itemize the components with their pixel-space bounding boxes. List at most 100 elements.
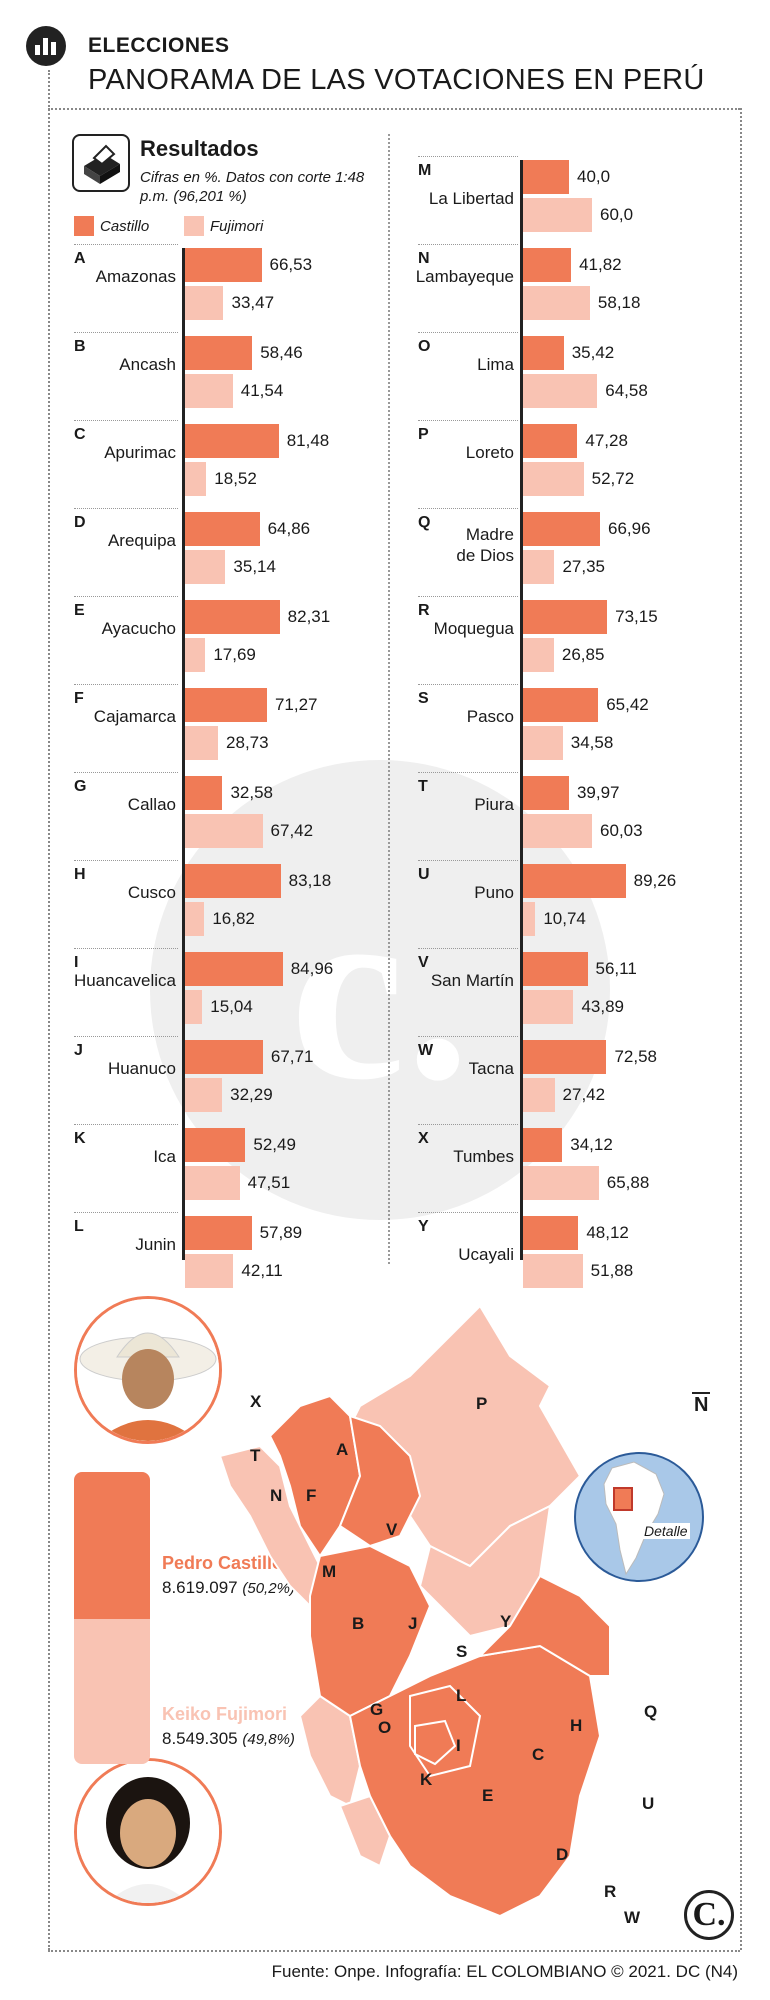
region-name: Ica <box>153 1147 176 1166</box>
region-letter: P <box>418 426 429 443</box>
fujimori-name: Keiko Fujimori <box>162 1704 288 1724</box>
region-letter: U <box>418 866 430 883</box>
data-label-castillo: 57,89 <box>259 1223 303 1242</box>
data-label-castillo: 84,96 <box>290 959 334 978</box>
region-letter: O <box>418 338 431 355</box>
legend-label-castillo: Castillo <box>100 217 150 235</box>
bar-castillo <box>523 424 578 458</box>
bar-castillo <box>185 1216 252 1250</box>
region-letter: N <box>418 250 430 267</box>
bar-fujimori <box>523 814 593 848</box>
row-separator <box>418 508 518 509</box>
bar-castillo <box>523 776 569 810</box>
share-bar-fujimori <box>74 1618 150 1764</box>
bar-fujimori <box>523 638 554 672</box>
data-label-castillo: 64,86 <box>267 519 311 538</box>
row-separator <box>418 860 518 861</box>
bar-castillo <box>523 688 599 722</box>
bar-fujimori <box>185 374 233 408</box>
region-letter: A <box>74 250 86 267</box>
data-label-castillo: 52,49 <box>253 1135 296 1154</box>
data-label-fujimori: 65,88 <box>606 1173 650 1192</box>
region-name: Huancavelica <box>73 971 176 990</box>
row-separator <box>418 684 518 685</box>
watermark-logo-icon: c. <box>290 846 471 1134</box>
bar-fujimori <box>523 1166 599 1200</box>
row-separator <box>418 596 518 597</box>
bar-fujimori <box>185 286 224 320</box>
data-label-fujimori: 43,89 <box>581 997 625 1016</box>
bar-castillo <box>185 1040 263 1074</box>
bar-castillo <box>185 424 279 458</box>
bar-fujimori <box>523 726 563 760</box>
data-label-fujimori: 10,74 <box>543 909 586 928</box>
map-label: L <box>456 1686 467 1705</box>
region-letter: L <box>74 1218 84 1235</box>
region-name: Ayacucho <box>101 619 176 638</box>
map-label: J <box>408 1614 418 1633</box>
data-label-fujimori: 60,03 <box>600 821 643 840</box>
map-region-apurimac-border <box>414 1719 457 1766</box>
peru-map <box>218 1304 611 1918</box>
row-separator <box>74 1124 178 1125</box>
region-name: Ucayali <box>458 1245 514 1264</box>
fujimori-votes-pct: (49,8%) <box>242 1731 295 1748</box>
castillo-name: Pedro Castillo <box>162 1553 284 1573</box>
data-label-fujimori: 51,88 <box>590 1261 634 1280</box>
data-label-castillo: 83,18 <box>288 871 332 890</box>
map-label: P <box>476 1394 488 1413</box>
data-label-fujimori: 41,54 <box>240 381 284 400</box>
data-label-castillo: 71,27 <box>274 695 318 714</box>
map-label: U <box>642 1794 655 1813</box>
map-label: C <box>532 1745 545 1764</box>
castillo-votes-pct: (50,2%) <box>242 1580 295 1597</box>
region-name: Pasco <box>466 707 514 726</box>
legend-swatch-castillo <box>74 216 94 236</box>
detail-label: Detalle <box>642 1523 690 1539</box>
data-label-fujimori: 16,82 <box>212 909 255 928</box>
data-label-castillo: 58,46 <box>260 343 303 362</box>
fujimori-votes-value: 8.549.305 <box>162 1729 238 1748</box>
row-separator <box>418 772 518 773</box>
data-label-fujimori: 28,73 <box>226 733 269 752</box>
region-letter: V <box>418 954 429 971</box>
data-label-fujimori: 17,69 <box>213 645 256 664</box>
bar-castillo <box>523 600 608 634</box>
region-name: Callao <box>127 795 176 814</box>
region-letter: I <box>74 954 79 971</box>
data-label-castillo: 67,71 <box>270 1047 314 1066</box>
region-letter: Y <box>418 1218 429 1235</box>
frame-right-divider <box>740 108 742 1950</box>
north-arrow-icon: N <box>692 1392 711 1416</box>
legend-swatch-fujimori <box>184 216 204 236</box>
row-separator <box>74 244 178 245</box>
region-letter: M <box>418 162 432 179</box>
row-separator <box>74 1036 178 1037</box>
row-separator <box>74 684 178 685</box>
bar-fujimori <box>523 550 555 584</box>
castillo-votes-value: 8.619.097 <box>162 1578 238 1597</box>
region-letter: F <box>74 690 84 707</box>
region-name: Puno <box>474 883 514 902</box>
bar-castillo <box>523 512 600 546</box>
bar-fujimori <box>185 814 263 848</box>
region-name: Tumbes <box>453 1147 514 1166</box>
bar-fujimori <box>185 1166 240 1200</box>
bar-fujimori <box>523 374 598 408</box>
bar-fujimori <box>185 1254 234 1288</box>
bar-castillo <box>185 688 267 722</box>
bar-fujimori <box>523 198 592 232</box>
region-letter: W <box>418 1042 434 1059</box>
row-separator <box>74 508 178 509</box>
bar-castillo <box>523 336 564 370</box>
legend-item-castillo: Castillo <box>74 216 149 236</box>
region-name: Lambayeque <box>415 267 514 286</box>
region-name: Amazonas <box>95 267 176 286</box>
ballot-box-icon <box>72 134 130 192</box>
column-divider <box>388 134 390 1264</box>
left-chart-axis <box>182 248 185 1260</box>
data-label-castillo: 82,31 <box>287 607 331 626</box>
page-title: PANORAMA DE LAS VOTACIONES EN PERÚ <box>88 64 705 96</box>
map-label: Q <box>644 1702 658 1721</box>
region-letter: D <box>74 514 86 531</box>
